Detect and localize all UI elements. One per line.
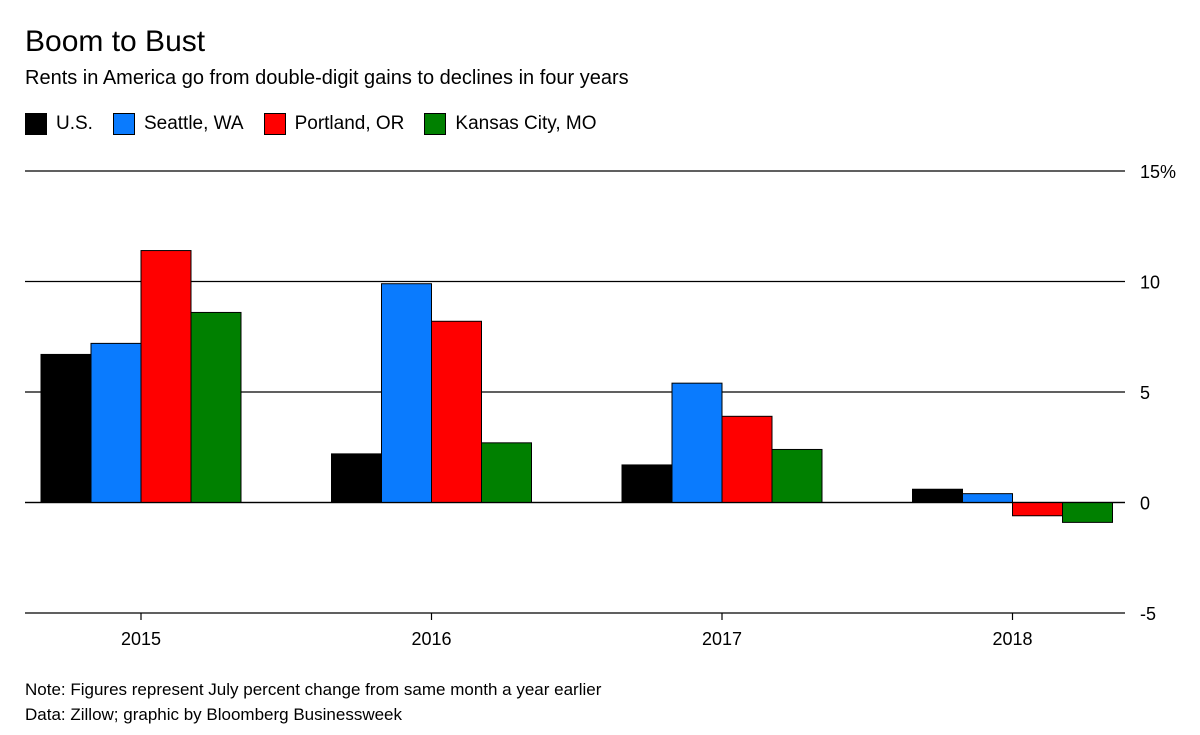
y-tick-label: 10	[1140, 273, 1160, 293]
legend-swatch-seattle	[112, 113, 135, 135]
legend: U.S. Seattle, WA Portland, OR Kansas Cit…	[25, 111, 617, 137]
bar	[140, 250, 192, 503]
bar	[381, 283, 432, 503]
bar	[431, 320, 482, 503]
x-tick-label: 2016	[411, 629, 451, 649]
y-tick-label: 5	[1140, 383, 1150, 403]
legend-label-seattle: Seattle, WA	[143, 113, 244, 134]
bar	[962, 493, 1013, 504]
legend-item-us: U.S.	[25, 112, 93, 136]
legend-swatch-portland	[263, 113, 286, 135]
bar	[190, 311, 242, 503]
y-tick-label: 15%	[1140, 162, 1176, 182]
bar	[40, 353, 92, 503]
bar	[331, 453, 382, 504]
note-text: Note: Figures represent July percent cha…	[25, 680, 602, 699]
legend-swatch-kansas-city	[424, 113, 447, 135]
bar	[621, 464, 673, 503]
legend-label-us: U.S.	[56, 113, 93, 134]
legend-item-kansas-city: Kansas City, MO	[424, 112, 597, 136]
bar	[90, 342, 142, 503]
legend-swatch-us	[25, 113, 47, 135]
y-tick-label: -5	[1140, 604, 1156, 624]
x-tick-label: 2018	[992, 629, 1032, 649]
y-tick-label: 0	[1140, 494, 1150, 514]
bar	[1012, 502, 1063, 517]
legend-label-kansas-city: Kansas City, MO	[455, 113, 597, 134]
chart-subtitle: Rents in America go from double-digit ga…	[25, 67, 629, 89]
bar	[912, 488, 963, 503]
axis-labels: 15% 10 5 0 -5 2015 2016 2017 2018	[121, 162, 1176, 649]
bar	[671, 382, 723, 503]
legend-item-portland: Portland, OR	[263, 112, 405, 136]
bar	[771, 448, 823, 503]
bar	[1062, 502, 1113, 523]
x-tick-label: 2017	[702, 629, 742, 649]
bar	[721, 415, 773, 503]
legend-item-seattle: Seattle, WA	[112, 112, 244, 136]
legend-label-portland: Portland, OR	[294, 113, 405, 134]
bars	[25, 250, 1125, 523]
footnotes: Note: Figures represent July percent cha…	[25, 677, 601, 727]
chart-title: Boom to Bust	[25, 25, 206, 58]
x-tick-label: 2015	[121, 629, 161, 649]
source-text: Data: Zillow; graphic by Bloomberg Busin…	[25, 705, 403, 724]
bar	[481, 442, 532, 503]
